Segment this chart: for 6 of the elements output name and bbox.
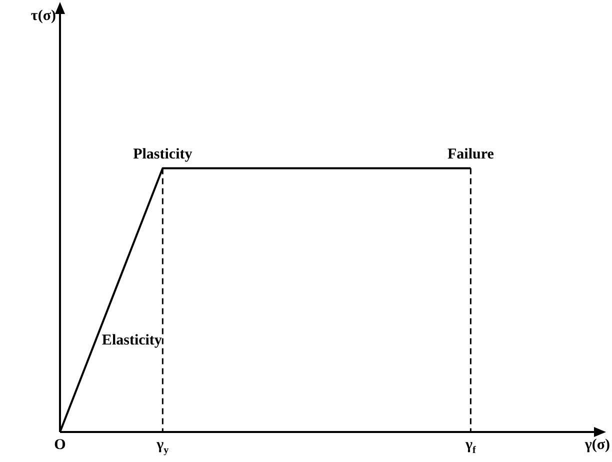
x-axis-title: γ(σ) xyxy=(584,437,610,453)
text: Failure xyxy=(447,146,494,162)
x-tick-label: O xyxy=(54,437,66,453)
annotation: Elasticity xyxy=(102,332,162,349)
text: τ(σ) xyxy=(30,8,56,24)
text: Plasticity xyxy=(133,146,193,162)
